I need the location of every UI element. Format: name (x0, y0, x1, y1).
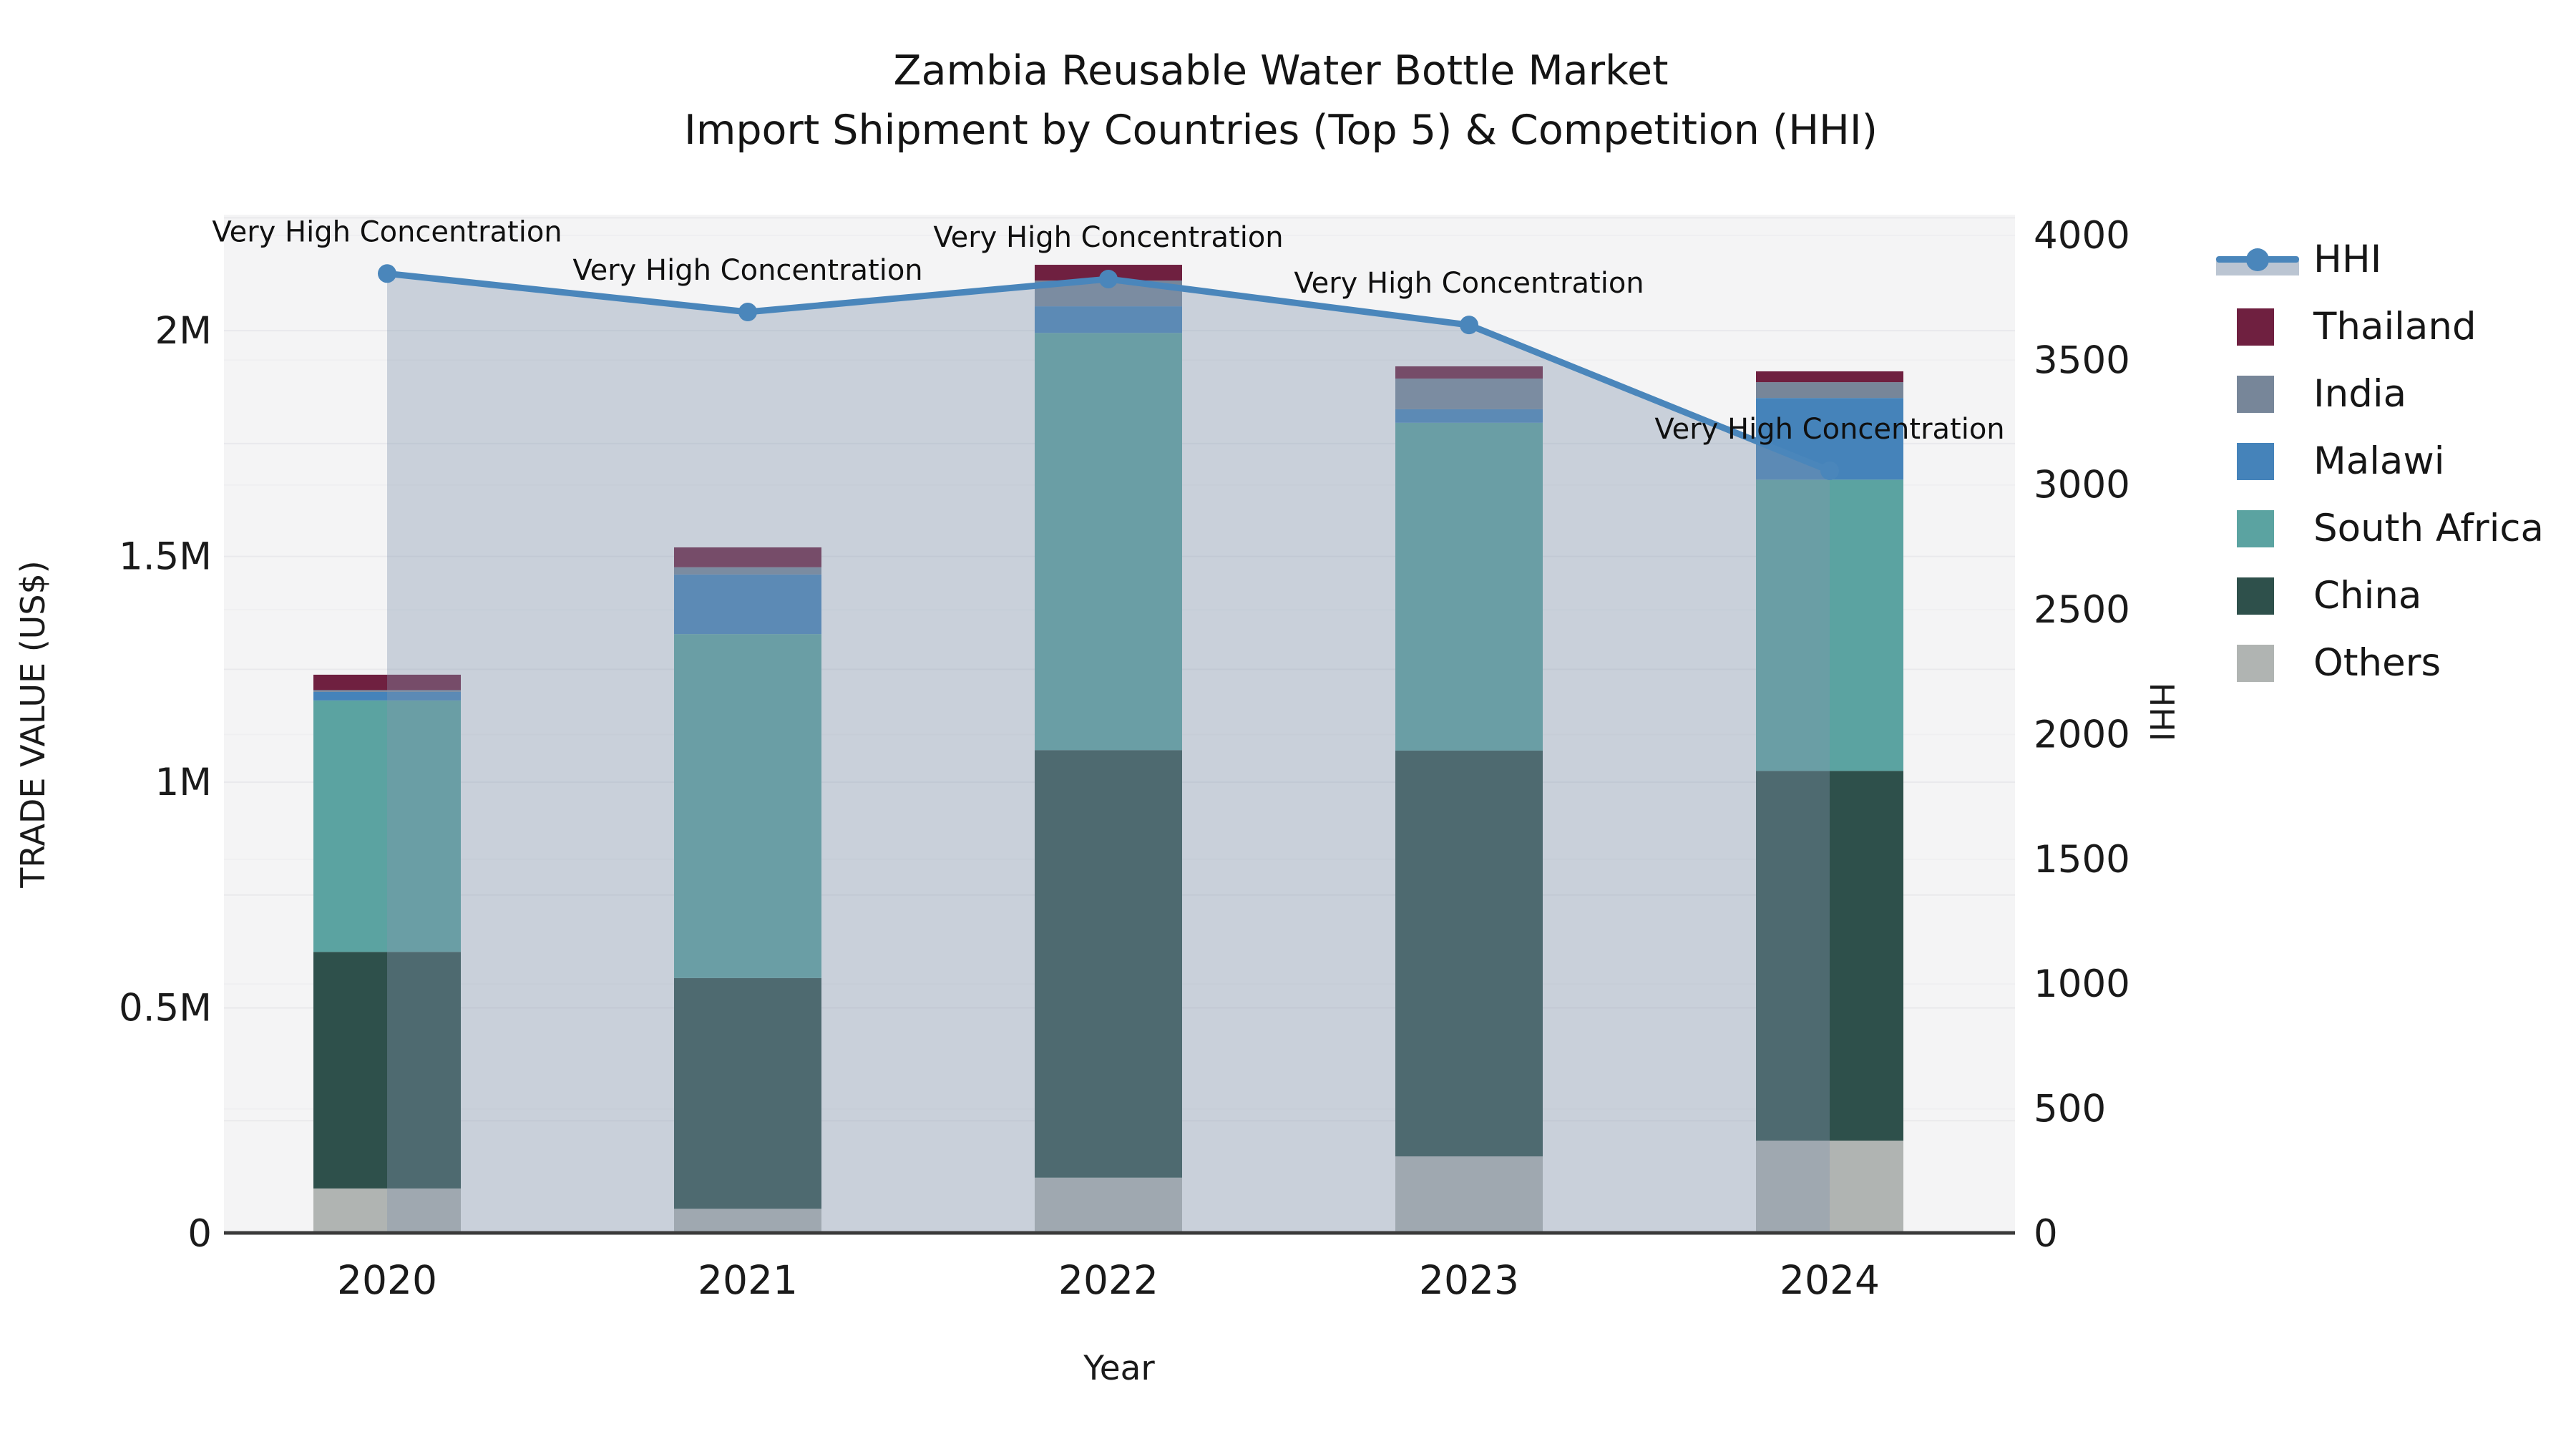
bar-segment-india (1756, 382, 1903, 399)
svg-text:2020: 2020 (337, 1257, 437, 1303)
svg-text:500: 500 (2034, 1088, 2106, 1131)
legend-item-south-africa: South Africa (2215, 507, 2545, 550)
x-tick-labels: 2020 2021 2022 2023 2024 (337, 1257, 1880, 1303)
bar-segment-south-africa (1035, 333, 1182, 751)
hhi-area-fill (387, 273, 1830, 1234)
bar-segment-india (674, 567, 821, 575)
bar-segment-china (313, 952, 461, 1189)
others-swatch-icon (2215, 644, 2301, 682)
svg-text:2000: 2000 (2034, 713, 2130, 756)
x-axis-title: Year (1083, 1349, 1155, 1388)
bar-segment-south-africa (1756, 479, 1903, 771)
chart-title-line1: Zambia Reusable Water Bottle Market (893, 47, 1669, 94)
bar-segment-india (1395, 379, 1543, 409)
bar-segment-thailand (674, 547, 821, 567)
annotation: Very High Concentration (1294, 267, 1644, 300)
bar-segment-others (313, 1188, 461, 1234)
legend-item-hhi: HHI (2215, 238, 2544, 281)
stacked-bars (313, 265, 1903, 1234)
svg-text:3500: 3500 (2034, 338, 2130, 382)
south-africa-swatch-icon (2215, 509, 2301, 547)
bar-segment-others (1395, 1156, 1543, 1234)
bar-segment-malawi (313, 691, 461, 701)
hhi-marker (378, 264, 396, 283)
bar-segment-china (1395, 750, 1543, 1157)
bar-segment-thailand (1756, 371, 1903, 383)
legend-item-others: Others (2215, 641, 2544, 685)
annotation: Very High Concentration (212, 215, 562, 248)
right-tick-labels: 0 500 1000 1500 2000 2500 3000 3500 4000 (2034, 214, 2130, 1256)
bar-segment-malawi (1395, 409, 1543, 423)
bar-segment-south-africa (313, 700, 461, 952)
hhi-marker (1099, 269, 1118, 288)
svg-text:1M: 1M (155, 761, 212, 804)
legend-label: Others (2313, 641, 2441, 685)
bar-segment-south-africa (1395, 422, 1543, 751)
legend-item-india: India (2215, 372, 2544, 416)
svg-text:0: 0 (187, 1212, 212, 1256)
india-swatch-icon (2215, 375, 2301, 413)
left-axis-title: TRADE VALUE (US$) (14, 560, 52, 888)
bar-segment-malawi (1035, 306, 1182, 333)
bar-segment-china (674, 977, 821, 1209)
svg-text:0.5M: 0.5M (119, 987, 212, 1030)
bar-segment-india (313, 690, 461, 692)
legend-label: India (2313, 372, 2407, 416)
bar-segment-thailand (313, 674, 461, 691)
svg-text:2023: 2023 (1419, 1257, 1519, 1303)
hhi-marker (738, 303, 757, 322)
legend-label: China (2313, 574, 2422, 618)
bar-segment-thailand (1395, 366, 1543, 379)
legend-item-china: China (2215, 574, 2544, 618)
svg-text:3000: 3000 (2034, 464, 2130, 507)
bar-segment-south-africa (674, 634, 821, 978)
svg-text:1000: 1000 (2034, 962, 2130, 1006)
svg-text:2021: 2021 (698, 1257, 798, 1303)
svg-text:1.5M: 1.5M (119, 535, 212, 579)
svg-text:2022: 2022 (1058, 1257, 1158, 1303)
hhi-marker (1820, 461, 1839, 480)
annotation: Very High Concentration (572, 254, 922, 287)
chart-title: Zambia Reusable Water Bottle Market Impo… (0, 42, 2562, 160)
hhi-marker (1460, 316, 1478, 335)
thailand-swatch-icon (2215, 308, 2301, 346)
bar-segment-others (1756, 1141, 1903, 1234)
svg-text:0: 0 (2034, 1212, 2058, 1256)
bar-segment-china (1756, 771, 1903, 1141)
legend-label: Malawi (2313, 439, 2445, 483)
svg-text:2M: 2M (155, 309, 212, 353)
legend-label: Thailand (2313, 305, 2477, 348)
svg-text:2500: 2500 (2034, 588, 2130, 632)
malawi-swatch-icon (2215, 442, 2301, 480)
bar-segment-china (1035, 750, 1182, 1178)
left-tick-labels: 0 0.5M 1M 1.5M 2M (119, 309, 212, 1256)
annotation: Very High Concentration (933, 221, 1283, 254)
chart-title-line2: Import Shipment by Countries (Top 5) & C… (684, 106, 1878, 154)
annotation: Very High Concentration (1654, 413, 2004, 446)
svg-text:4000: 4000 (2034, 214, 2130, 258)
legend-label: South Africa (2313, 507, 2545, 550)
legend-item-malawi: Malawi (2215, 439, 2544, 483)
legend-label: HHI (2313, 238, 2382, 281)
bar-segment-others (1035, 1177, 1182, 1234)
chart-legend: HHI Thailand India Malawi South Africa C… (2215, 238, 2545, 685)
hhi-line-swatch-icon (2215, 240, 2301, 278)
right-axis-title: HHI (2142, 683, 2181, 742)
bar-segment-malawi (674, 574, 821, 635)
svg-text:2024: 2024 (1780, 1257, 1880, 1303)
china-swatch-icon (2215, 577, 2301, 615)
bar-segment-others (674, 1209, 821, 1234)
legend-item-thailand: Thailand (2215, 305, 2544, 348)
svg-text:1500: 1500 (2034, 838, 2130, 882)
